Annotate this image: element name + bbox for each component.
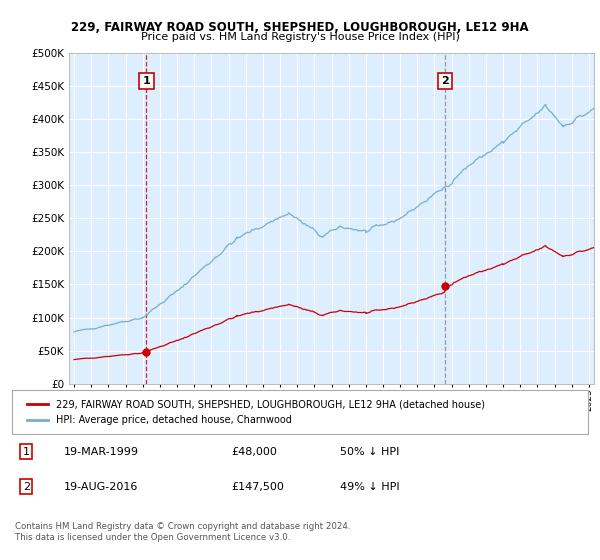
Text: £147,500: £147,500 xyxy=(231,482,284,492)
Text: 1: 1 xyxy=(23,447,30,456)
Text: 229, FAIRWAY ROAD SOUTH, SHEPSHED, LOUGHBOROUGH, LE12 9HA: 229, FAIRWAY ROAD SOUTH, SHEPSHED, LOUGH… xyxy=(71,21,529,34)
Text: This data is licensed under the Open Government Licence v3.0.: This data is licensed under the Open Gov… xyxy=(15,533,290,542)
Text: 2: 2 xyxy=(23,482,30,492)
Legend: 229, FAIRWAY ROAD SOUTH, SHEPSHED, LOUGHBOROUGH, LE12 9HA (detached house), HPI:: 229, FAIRWAY ROAD SOUTH, SHEPSHED, LOUGH… xyxy=(23,395,488,429)
Text: 50% ↓ HPI: 50% ↓ HPI xyxy=(340,447,400,456)
Text: 19-MAR-1999: 19-MAR-1999 xyxy=(64,447,139,456)
Text: Price paid vs. HM Land Registry's House Price Index (HPI): Price paid vs. HM Land Registry's House … xyxy=(140,32,460,43)
Text: 1: 1 xyxy=(143,76,150,86)
Text: 49% ↓ HPI: 49% ↓ HPI xyxy=(340,482,400,492)
Text: £48,000: £48,000 xyxy=(231,447,277,456)
Text: 2: 2 xyxy=(442,76,449,86)
Text: Contains HM Land Registry data © Crown copyright and database right 2024.: Contains HM Land Registry data © Crown c… xyxy=(15,522,350,531)
Text: 19-AUG-2016: 19-AUG-2016 xyxy=(64,482,138,492)
